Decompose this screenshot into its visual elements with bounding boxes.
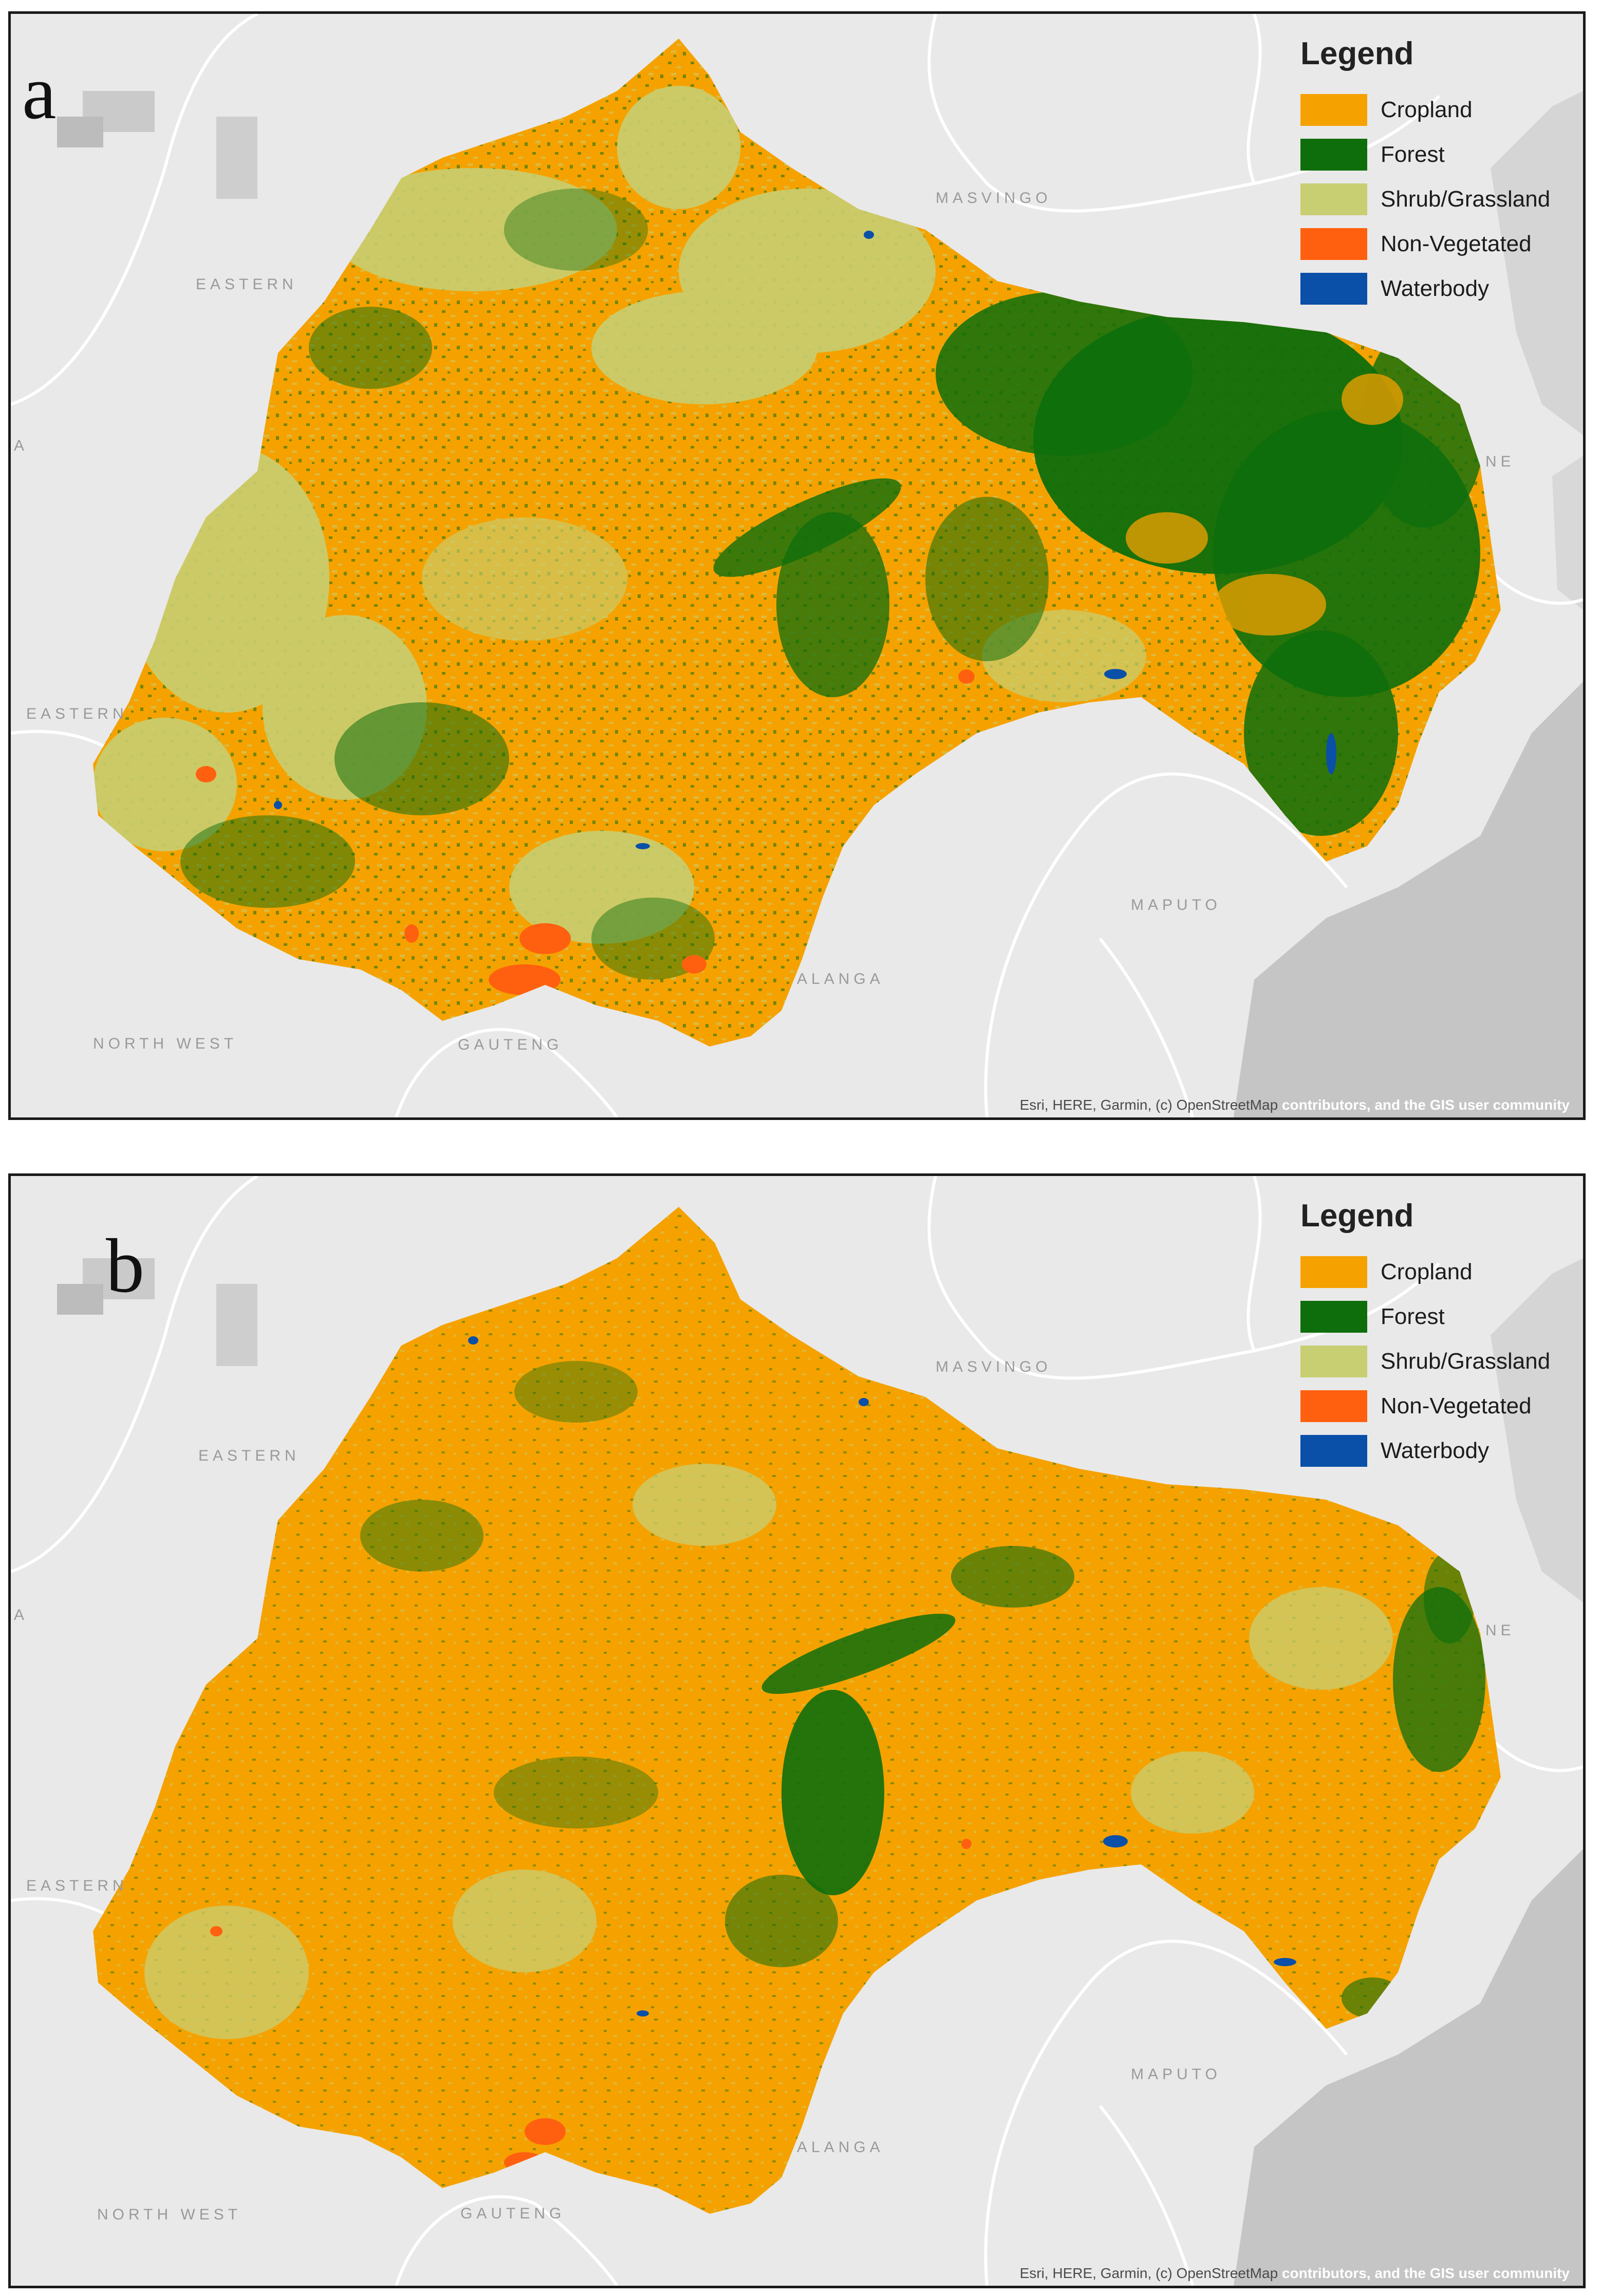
map-attribution-a: Esri, HERE, Garmin, (c) OpenStreetMap co…	[1020, 1097, 1570, 1113]
attribution-text-rest: contributors, and the GIS user community	[1278, 1097, 1570, 1113]
attribution-text: Esri, HERE, Garmin, (c) OpenStreetMap	[1019, 1097, 1278, 1113]
attribution-text-rest: contributors, and the GIS user community	[1278, 2265, 1570, 2281]
place-label-a-edge: A	[14, 1607, 29, 1623]
legend-swatch-forest	[1300, 138, 1367, 171]
legend-item-waterbody: Waterbody	[1300, 1428, 1578, 1473]
place-label-ne: NE	[1485, 453, 1515, 470]
map-panel-a: a MASVINGO EASTERN A EASTERN NE MAPUTO A…	[8, 11, 1586, 1120]
place-label-eastern-left: EASTERN	[26, 705, 128, 722]
map-panel-b: b MASVINGO EASTERN A EASTERN NE MAPUTO A…	[8, 1173, 1586, 2288]
place-label-alanga: ALANGA	[797, 970, 884, 987]
place-label-north-west: NORTH WEST	[93, 1035, 238, 1052]
legend-label: Shrub/Grassland	[1381, 1348, 1551, 1374]
legend-b: Legend Cropland Forest Shrub/Grassland N…	[1300, 1198, 1578, 1473]
panel-letter-a: a	[22, 50, 57, 135]
legend-swatch-non-vegetated	[1300, 1390, 1367, 1422]
legend-swatch-shrub-grassland	[1300, 183, 1367, 215]
legend-swatch-shrub-grassland	[1300, 1345, 1367, 1377]
place-label-gauteng: GAUTENG	[460, 2205, 566, 2222]
place-label-ne: NE	[1485, 1622, 1515, 1639]
place-label-maputo: MAPUTO	[1131, 897, 1221, 913]
legend-label: Waterbody	[1381, 275, 1490, 301]
place-label-eastern-top: EASTERN	[196, 276, 297, 293]
place-label-a-edge: A	[14, 437, 29, 454]
place-label-gauteng: GAUTENG	[458, 1036, 563, 1053]
legend-label: Cropland	[1381, 97, 1473, 122]
legend-item-cropland: Cropland	[1300, 1249, 1578, 1294]
legend-item-forest: Forest	[1300, 1294, 1578, 1339]
place-label-masvingo: MASVINGO	[936, 1358, 1052, 1375]
legend-item-non-vegetated: Non-Vegetated	[1300, 221, 1578, 266]
legend-swatch-cropland	[1300, 94, 1367, 126]
place-label-maputo: MAPUTO	[1131, 2066, 1221, 2083]
place-label-masvingo: MASVINGO	[936, 190, 1052, 207]
ocean-b	[1234, 1849, 1583, 2286]
place-label-eastern-left: EASTERN	[26, 1877, 128, 1894]
legend-item-shrub-grassland: Shrub/Grassland	[1300, 1339, 1578, 1384]
legend-label: Non-Vegetated	[1381, 1393, 1532, 1418]
legend-a: Legend Cropland Forest Shrub/Grassland N…	[1300, 35, 1578, 311]
legend-item-shrub-grassland: Shrub/Grassland	[1300, 177, 1578, 221]
legend-label: Cropland	[1381, 1259, 1473, 1284]
legend-label: Forest	[1381, 1303, 1445, 1329]
legend-swatch-waterbody	[1300, 1434, 1367, 1467]
place-label-north-west: NORTH WEST	[97, 2206, 242, 2223]
map-attribution-b: Esri, HERE, Garmin, (c) OpenStreetMap co…	[1020, 2265, 1570, 2282]
legend-label: Waterbody	[1381, 1438, 1490, 1463]
legend-item-cropland: Cropland	[1300, 87, 1578, 132]
legend-swatch-cropland	[1300, 1256, 1367, 1288]
legend-label: Forest	[1381, 141, 1445, 167]
legend-item-forest: Forest	[1300, 132, 1578, 177]
panel-letter-b: b	[106, 1223, 144, 1309]
ocean-a	[1234, 682, 1583, 1117]
legend-label: Non-Vegetated	[1381, 231, 1532, 256]
legend-item-waterbody: Waterbody	[1300, 266, 1578, 311]
legend-label: Shrub/Grassland	[1381, 186, 1551, 212]
place-label-eastern-top: EASTERN	[198, 1447, 300, 1464]
legend-swatch-forest	[1300, 1300, 1367, 1333]
place-label-alanga: ALANGA	[797, 2139, 884, 2156]
attribution-text: Esri, HERE, Garmin, (c) OpenStreetMap	[1019, 2265, 1278, 2281]
basemap-b	[11, 1176, 1583, 2286]
legend-swatch-non-vegetated	[1300, 228, 1367, 260]
legend-swatch-waterbody	[1300, 272, 1367, 305]
legend-title: Legend	[1300, 1198, 1414, 1234]
legend-title: Legend	[1300, 36, 1414, 71]
legend-item-non-vegetated: Non-Vegetated	[1300, 1384, 1578, 1428]
